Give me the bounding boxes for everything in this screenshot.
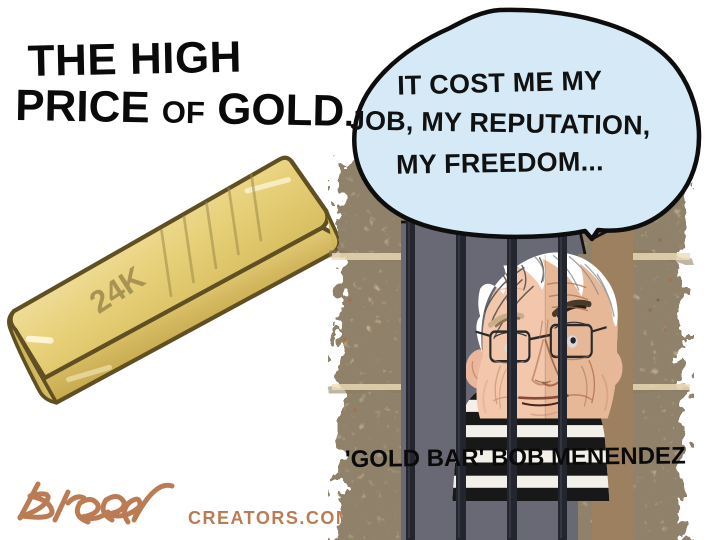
- svg-text:JOB, MY REPUTATION,: JOB, MY REPUTATION,: [350, 105, 651, 140]
- svg-text:MY FREEDOM...: MY FREEDOM...: [396, 146, 604, 180]
- svg-text:'GOLD BAR' BOB MENENDEZ: 'GOLD BAR' BOB MENENDEZ: [345, 442, 686, 473]
- svg-text:IT COST ME MY: IT COST ME MY: [397, 65, 603, 100]
